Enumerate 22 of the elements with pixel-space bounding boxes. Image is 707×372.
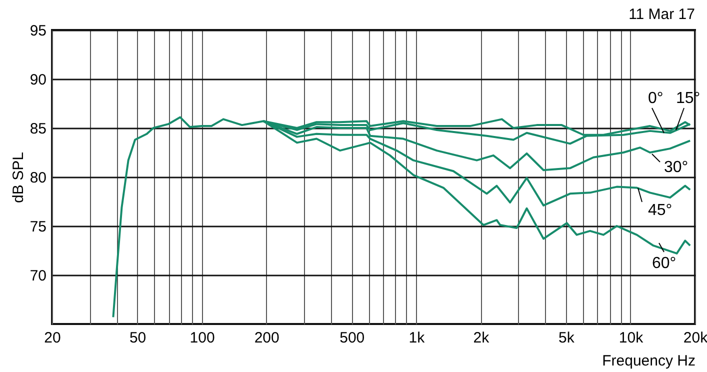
y-tick-label: 85 [30, 120, 46, 138]
series-label: 45° [648, 202, 672, 219]
y-tick-label: 75 [30, 218, 46, 236]
x-tick-label: 50 [129, 330, 146, 346]
y-tick-label: 90 [30, 72, 46, 88]
x-tick-label: 2k [473, 330, 490, 346]
series-label: 60° [652, 255, 676, 272]
x-tick-label: 10k [618, 330, 644, 346]
y-tick-label: 95 [30, 22, 46, 40]
x-tick-label: 1k [408, 330, 426, 346]
x-tick-label: 100 [190, 330, 215, 346]
text: 11 Mar 17 [628, 6, 695, 23]
x-axis-title: Frequency Hz [602, 352, 696, 370]
y-axis-title: dB SPL [10, 152, 27, 203]
x-tick-label: 200 [254, 330, 280, 346]
y-tick-label: 80 [30, 170, 46, 186]
y-tick-label: 70 [30, 268, 46, 284]
series-label: 30° [664, 159, 688, 176]
x-tick-label: 5k [558, 330, 575, 346]
x-tick-label: 20 [44, 330, 61, 346]
x-tick-label: 500 [340, 330, 365, 346]
series-label: 0° [648, 90, 664, 107]
